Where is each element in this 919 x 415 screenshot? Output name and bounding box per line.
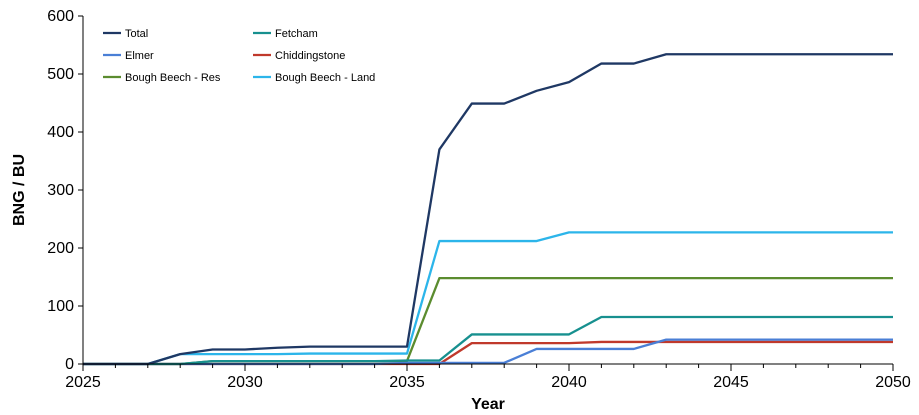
series-layer bbox=[83, 53, 893, 366]
x-tick-label: 2030 bbox=[227, 374, 263, 391]
y-tick-label: 400 bbox=[47, 124, 74, 141]
legend-label: Total bbox=[125, 28, 148, 40]
x-tick-label: 2045 bbox=[713, 374, 749, 391]
tick-layer: 0 100 200 300 400 500 600 2025 2030 2035 2040 2045 2… bbox=[47, 8, 911, 391]
legend: Total Fetcham Elmer Chiddingstone Bough Beec… bbox=[103, 28, 375, 84]
x-tick-label: 2050 bbox=[875, 374, 911, 391]
x-tick-label: 2025 bbox=[65, 374, 101, 391]
x-axis-title: Year bbox=[471, 396, 505, 413]
legend-label: Fetcham bbox=[275, 28, 318, 40]
y-tick-label: 100 bbox=[47, 298, 74, 315]
series-line bbox=[83, 231, 893, 366]
y-tick-label: 0 bbox=[65, 356, 74, 373]
y-tick-label: 300 bbox=[47, 182, 74, 199]
y-tick-label: 500 bbox=[47, 66, 74, 83]
series-line bbox=[83, 53, 893, 366]
legend-label: Bough Beech - Res bbox=[125, 72, 221, 84]
x-tick-label: 2035 bbox=[389, 374, 425, 391]
axes-layer bbox=[82, 16, 893, 365]
y-tick-label: 200 bbox=[47, 240, 74, 257]
legend-label: Bough Beech - Land bbox=[275, 72, 375, 84]
legend-label: Chiddingstone bbox=[275, 50, 345, 62]
series-line bbox=[83, 315, 893, 366]
x-tick-label: 2040 bbox=[551, 374, 587, 391]
y-tick-label: 600 bbox=[47, 8, 74, 25]
y-axis-title: BNG / BU bbox=[11, 154, 28, 226]
legend-label: Elmer bbox=[125, 50, 154, 62]
